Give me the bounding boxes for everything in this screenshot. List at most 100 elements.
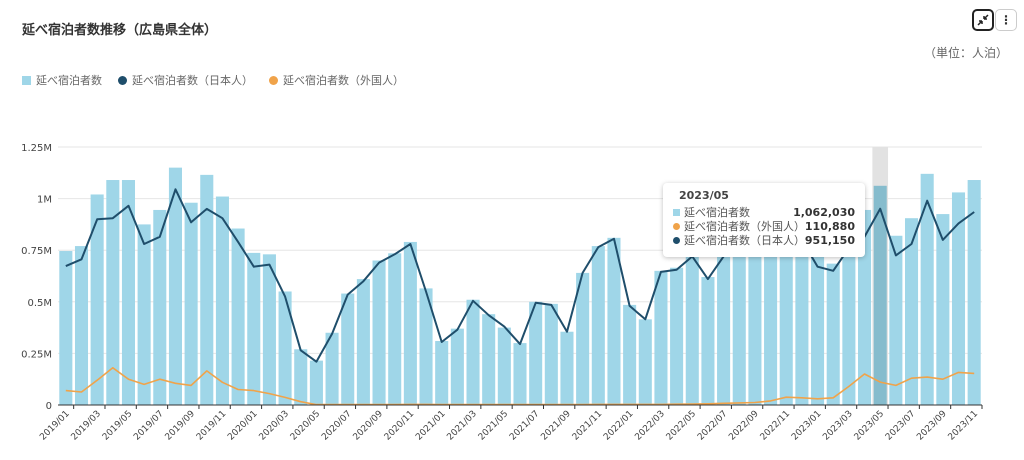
bar: [779, 229, 793, 405]
bar: [403, 241, 417, 405]
y-tick-label: 1.25M: [21, 143, 52, 154]
bar: [168, 167, 182, 405]
x-tick-label: 2021/03: [445, 409, 479, 443]
bar: [842, 229, 856, 405]
bar: [325, 332, 339, 405]
bar: [967, 180, 981, 405]
bar: [482, 314, 496, 405]
bar: [247, 252, 261, 405]
legend: 延べ宿泊者数 延べ宿泊者数（日本人） 延べ宿泊者数（外国人）: [22, 72, 404, 88]
x-tick-label: 2022/07: [696, 409, 730, 443]
x-tick-label: 2021/05: [477, 409, 511, 443]
bar: [309, 360, 323, 405]
bar: [811, 256, 825, 405]
y-tick-label: 1M: [37, 195, 52, 206]
x-tick-label: 2023/07: [884, 409, 918, 443]
tooltip-marker: [673, 222, 680, 230]
bar: [74, 246, 89, 405]
bar: [654, 270, 668, 405]
x-tick-label: 2022/05: [665, 409, 699, 443]
vertical-ellipsis-icon: ⋮: [1000, 13, 1012, 27]
bar: [262, 254, 276, 405]
bar: [591, 246, 605, 405]
bar: [106, 180, 120, 405]
bar: [153, 209, 167, 405]
legend-swatch: [269, 75, 278, 85]
x-tick-label: 2022/03: [633, 409, 667, 443]
bar: [732, 241, 746, 405]
x-tick-label: 2020/03: [258, 409, 292, 443]
tooltip-value: 110,880: [804, 219, 855, 233]
bar: [685, 255, 699, 405]
tooltip-row-foreign: 延べ宿泊者数（外国人） 110,880: [673, 219, 855, 233]
bar: [341, 293, 355, 405]
x-tick-label: 2020/11: [383, 409, 417, 443]
bar: [513, 343, 527, 405]
x-tick-label: 2019/05: [101, 409, 135, 443]
legend-label: 延べ宿泊者数: [36, 74, 102, 87]
bar: [497, 327, 511, 405]
x-tick-label: 2019/01: [38, 409, 72, 443]
bar: [951, 192, 966, 405]
tooltip-row-japanese: 延べ宿泊者数（日本人） 951,150: [673, 233, 855, 247]
bar: [873, 185, 887, 405]
y-tick-label: 0.25M: [21, 349, 52, 360]
bar: [701, 277, 715, 405]
y-tick-label: 0: [46, 401, 52, 412]
bar: [372, 260, 386, 405]
bar: [90, 194, 104, 405]
x-tick-label: 2023/11: [947, 409, 981, 443]
bar: [764, 241, 778, 405]
series-line: [65, 188, 975, 363]
bar: [200, 174, 214, 405]
x-tick-label: 2020/01: [226, 409, 260, 443]
bar: [544, 303, 558, 405]
bar: [137, 224, 151, 405]
y-tick-label: 0.5M: [27, 298, 52, 309]
tooltip-label: 延べ宿泊者数（日本人）: [684, 234, 805, 247]
x-tick-label: 2020/07: [320, 409, 354, 443]
legend-label: 延べ宿泊者数（外国人）: [283, 74, 404, 87]
bar: [231, 228, 245, 405]
more-options-button[interactable]: ⋮: [995, 9, 1017, 31]
bar: [59, 251, 73, 405]
bar: [466, 299, 480, 405]
x-tick-label: 2023/01: [790, 409, 824, 443]
x-tick-label: 2020/05: [289, 409, 323, 443]
bar: [889, 235, 903, 405]
legend-item-total[interactable]: 延べ宿泊者数: [22, 72, 102, 88]
x-tick-label: 2022/09: [727, 409, 761, 443]
legend-item-japanese[interactable]: 延べ宿泊者数（日本人）: [118, 72, 253, 88]
bar: [215, 196, 229, 405]
bar: [121, 180, 136, 405]
x-tick-label: 2019/07: [132, 409, 166, 443]
bar: [904, 218, 919, 405]
x-tick-label: 2023/03: [821, 409, 855, 443]
tooltip-label: 延べ宿泊者数（外国人）: [684, 220, 805, 233]
x-tick-label: 2021/09: [539, 409, 573, 443]
tooltip-label: 延べ宿泊者数: [684, 206, 750, 219]
x-tick-label: 2023/09: [915, 409, 949, 443]
bar: [294, 349, 308, 405]
bar: [356, 279, 370, 405]
tooltip-value: 1,062,030: [793, 205, 855, 219]
x-tick-label: 2023/05: [853, 409, 887, 443]
bar: [607, 237, 621, 405]
collapse-button[interactable]: [972, 9, 994, 31]
tooltip-row-total: 延べ宿泊者数 1,062,030: [673, 205, 855, 219]
bar: [920, 173, 934, 405]
legend-label: 延べ宿泊者数（日本人）: [132, 74, 253, 87]
x-tick-label: 2021/01: [414, 409, 448, 443]
tooltip: 2023/05 延べ宿泊者数 1,062,030 延べ宿泊者数（外国人） 110…: [663, 183, 865, 257]
legend-swatch: [118, 75, 127, 85]
bar: [184, 202, 198, 405]
x-tick-label: 2022/01: [602, 409, 636, 443]
bar: [623, 304, 637, 405]
bar: [388, 253, 402, 405]
x-tick-label: 2019/09: [164, 409, 198, 443]
legend-item-foreign[interactable]: 延べ宿泊者数（外国人）: [269, 72, 404, 88]
tooltip-value: 951,150: [804, 233, 855, 247]
bar: [858, 209, 872, 405]
